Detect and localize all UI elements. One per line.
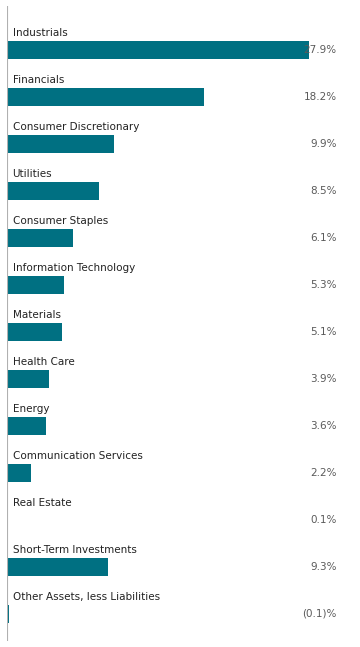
Bar [7,417,46,435]
Bar [7,135,114,153]
Bar [7,41,309,59]
Bar [7,464,31,482]
Text: 5.1%: 5.1% [310,327,337,337]
Text: Financials: Financials [13,75,64,85]
Text: 6.1%: 6.1% [310,233,337,243]
Text: 2.2%: 2.2% [310,468,337,478]
Text: 3.6%: 3.6% [310,421,337,431]
Text: Utilities: Utilities [13,169,52,179]
Bar [7,558,108,576]
Text: Consumer Staples: Consumer Staples [13,216,108,226]
Text: Communication Services: Communication Services [13,451,143,461]
Text: 3.9%: 3.9% [310,374,337,384]
Bar [7,229,73,247]
Text: 27.9%: 27.9% [303,45,337,55]
Text: (0.1)%: (0.1)% [302,609,337,619]
Bar [7,88,204,106]
Text: Short-Term Investments: Short-Term Investments [13,545,136,554]
Bar [7,511,8,529]
Text: 0.1%: 0.1% [310,515,337,525]
Text: Consumer Discretionary: Consumer Discretionary [13,122,139,132]
Bar [7,370,49,388]
Bar [7,323,62,341]
Text: 5.3%: 5.3% [310,280,337,290]
Bar [7,605,9,622]
Bar [7,182,99,200]
Text: Real Estate: Real Estate [13,498,71,508]
Text: Industrials: Industrials [13,28,67,38]
Text: Other Assets, less Liabilities: Other Assets, less Liabilities [13,591,160,602]
Text: 9.9%: 9.9% [310,139,337,149]
Text: Materials: Materials [13,310,60,320]
Text: 9.3%: 9.3% [310,562,337,572]
Text: Energy: Energy [13,404,49,413]
Text: 8.5%: 8.5% [310,186,337,196]
Text: Information Technology: Information Technology [13,263,135,273]
Bar [7,276,64,294]
Text: Health Care: Health Care [13,356,75,367]
Text: 18.2%: 18.2% [303,92,337,102]
